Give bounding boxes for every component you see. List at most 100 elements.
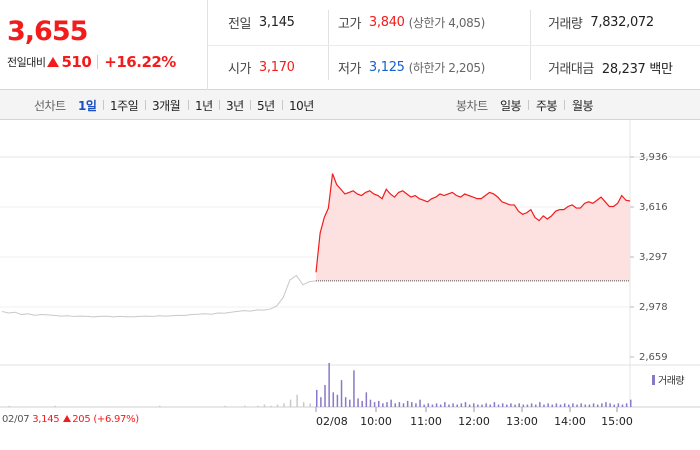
change-rate: +16.22% — [104, 53, 176, 71]
x-tick-label: 13:00 — [506, 415, 538, 428]
volume-bar — [365, 392, 368, 407]
volume-bar — [477, 404, 479, 407]
lower-limit: (하한가 2,205) — [408, 61, 486, 75]
volume-bar — [609, 403, 611, 407]
volume-bar — [568, 404, 570, 407]
volume-legend-swatch — [652, 374, 655, 385]
volume-bar — [576, 404, 578, 407]
volume-bar — [377, 400, 380, 407]
prev-day-date: 02/07 — [2, 414, 30, 425]
volume-bar — [481, 404, 483, 407]
volume-legend-label: 거래량 — [658, 376, 685, 387]
volume-bar — [613, 404, 615, 407]
volume-bar — [534, 404, 537, 407]
volume-bar — [406, 400, 409, 407]
volume-bar — [402, 403, 405, 407]
volume-bar — [54, 405, 56, 407]
volume-bar — [344, 397, 347, 407]
up-arrow-icon — [63, 415, 72, 422]
open-value: 3,170 — [258, 60, 295, 75]
volume-bar — [493, 402, 496, 407]
volume-bar — [530, 403, 533, 407]
candle-daily[interactable]: 일봉 — [500, 99, 522, 113]
current-price: 3,655 — [7, 16, 88, 47]
volume-bar — [316, 389, 318, 407]
y-tick-label: 2,659 — [639, 352, 668, 363]
divider — [564, 100, 565, 110]
price-chart[interactable]: 3,936 3,616 3,297 2,978 2,659 02/08 10:00 11:0… — [0, 120, 700, 450]
quote-header: 3,655 전일대비 510 +16.22% 전일 3,145 시가 3,170… — [0, 0, 700, 90]
period-1y[interactable]: 1년 — [195, 99, 213, 113]
volume-bar — [324, 385, 326, 407]
volume-bar — [431, 404, 434, 407]
volume-bar — [601, 403, 603, 407]
divider — [188, 100, 189, 110]
volume-bar — [551, 404, 553, 407]
volume-bar — [353, 370, 355, 407]
high-cell: 고가 3,840 (상한가 4,085) — [338, 0, 485, 45]
x-tick-label: 15:00 — [601, 415, 633, 428]
volume-bar — [270, 405, 272, 407]
volume-bar — [419, 399, 421, 407]
period-1d[interactable]: 1일 — [78, 99, 97, 113]
period-3y[interactable]: 3년 — [226, 99, 244, 113]
volume-bar — [382, 403, 384, 407]
volume-bar — [357, 398, 359, 407]
volume-bar — [340, 380, 343, 407]
candle-chart-label: 봉차트 — [456, 99, 488, 113]
high-value: 3,840 — [368, 15, 405, 30]
volume-bar — [584, 404, 587, 407]
volume-bar — [547, 403, 549, 407]
prev-day-change: 205 — [72, 414, 91, 425]
y-tick-label: 3,297 — [639, 252, 668, 263]
volume-bar — [501, 403, 504, 407]
divider — [528, 100, 529, 110]
low-cell: 저가 3,125 (하한가 2,205) — [338, 45, 485, 90]
change-amount: 510 — [61, 53, 92, 71]
period-5y[interactable]: 5년 — [257, 99, 275, 113]
volume-bar — [289, 399, 292, 407]
volume-bar — [543, 404, 545, 407]
candle-weekly[interactable]: 주봉 — [536, 99, 558, 113]
volume-bar — [460, 403, 463, 407]
volume-bar — [302, 402, 305, 407]
divider — [97, 55, 99, 69]
divider — [219, 100, 220, 110]
amount-value: 28,237 백만 — [601, 62, 673, 77]
volume-bar — [439, 404, 442, 407]
open-label: 시가 — [228, 62, 251, 77]
volume-bar — [244, 405, 246, 407]
volume-bar — [539, 402, 541, 407]
period-10y[interactable]: 10년 — [289, 99, 314, 113]
change-label: 전일대비 — [7, 56, 46, 69]
volume-bar — [526, 404, 529, 407]
volume-bar — [497, 404, 500, 407]
volume-bar — [224, 405, 226, 407]
period-3m[interactable]: 3개월 — [152, 99, 181, 113]
candle-monthly[interactable]: 월봉 — [572, 99, 594, 113]
volume-bar — [8, 405, 11, 407]
volume-bar — [336, 394, 339, 407]
x-tick-label: 14:00 — [554, 415, 586, 428]
volume-bar — [563, 403, 566, 407]
prev-day-line — [1, 274, 317, 318]
volume-bar — [506, 404, 508, 407]
divider — [103, 100, 104, 110]
volume-bar — [332, 392, 335, 407]
volume-bar — [423, 404, 425, 407]
prev-day-summary: 02/07 3,145 205 (+6.97%) — [2, 414, 139, 425]
volume-bar — [283, 403, 285, 407]
volume-bar — [349, 399, 351, 407]
volume-bar — [518, 403, 520, 407]
volume-bar — [276, 404, 279, 407]
volume-bar — [296, 394, 298, 407]
volume-bar — [588, 404, 591, 407]
y-tick-label: 2,978 — [639, 302, 668, 313]
chart-toolbar: 선차트 1일 1주일 3개월 1년 3년 5년 10년 봉차트 일봉 주봉 월봉 — [0, 90, 700, 120]
volume-bar — [398, 402, 401, 407]
period-1w[interactable]: 1주일 — [110, 99, 139, 113]
volume-bar — [373, 402, 376, 407]
volume-bar — [621, 404, 624, 407]
volume-bar — [257, 405, 259, 407]
volume-bar — [452, 403, 454, 407]
